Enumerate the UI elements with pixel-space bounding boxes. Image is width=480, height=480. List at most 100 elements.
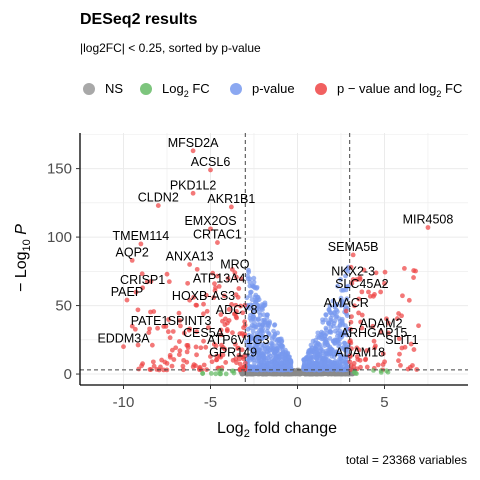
sig-point: [146, 330, 152, 335]
pvalue-point: [275, 345, 280, 351]
sig-point: [214, 273, 220, 279]
pvalue-point: [252, 360, 257, 366]
pvalue-point: [332, 302, 338, 308]
sig-point: [372, 345, 378, 351]
data-points: [121, 148, 431, 377]
sig-point: [139, 363, 144, 369]
pvalue-point: [283, 347, 288, 353]
pvalue-point: [341, 340, 347, 346]
sig-point: [167, 352, 173, 358]
labeled-point: [129, 257, 135, 263]
sig-point: [380, 351, 386, 357]
sig-point: [352, 303, 357, 309]
sig-point: [364, 348, 370, 353]
y-axis-label: − Log10 P: [13, 224, 33, 292]
sig-point: [214, 357, 220, 363]
pvalue-point: [320, 348, 326, 354]
sig-point: [220, 345, 226, 350]
sig-point: [147, 367, 153, 372]
pvalue-point: [326, 357, 331, 363]
gene-label: GPR149: [209, 345, 257, 359]
fc-point: [208, 371, 214, 376]
pvalue-point: [269, 336, 275, 341]
sig-point: [205, 325, 211, 330]
sig-point: [201, 311, 206, 317]
labeled-point: [124, 297, 130, 303]
labeled-point: [215, 240, 220, 245]
pvalue-point: [327, 346, 333, 352]
sig-point: [177, 318, 183, 323]
pvalue-point: [268, 362, 274, 368]
pvalue-point: [323, 337, 329, 343]
pvalue-point: [273, 360, 279, 366]
sig-point: [194, 352, 199, 358]
legend-label-0: NS: [105, 81, 123, 96]
gene-label: NKX2-3: [331, 265, 375, 279]
fc-point: [213, 371, 219, 377]
pvalue-point: [266, 351, 272, 357]
sig-point: [356, 347, 362, 353]
labeled-point: [216, 283, 222, 289]
labeled-point: [187, 326, 193, 332]
sig-point: [382, 269, 388, 275]
gene-label: PATE1: [131, 314, 169, 328]
sig-point: [162, 359, 168, 365]
sig-point: [178, 323, 183, 329]
sig-point: [225, 276, 231, 281]
pvalue-point: [262, 319, 268, 325]
pvalue-point: [250, 306, 256, 312]
labeled-point: [230, 357, 236, 363]
pvalue-point: [336, 343, 342, 349]
pvalue-point: [306, 354, 311, 360]
sig-point: [223, 360, 229, 365]
pvalue-point: [317, 352, 322, 358]
sig-point: [197, 364, 203, 370]
labeled-point: [425, 225, 431, 230]
sig-point: [148, 278, 154, 284]
sig-point: [184, 349, 190, 355]
x-tick-label: 0: [293, 394, 301, 411]
pvalue-point: [328, 310, 334, 316]
sig-point: [170, 329, 176, 334]
pvalue-point: [255, 355, 261, 361]
gene-label: CLDN2: [138, 191, 179, 205]
sig-point: [364, 364, 370, 370]
labeled-point: [350, 252, 356, 258]
labeled-point: [208, 226, 213, 232]
pvalue-point: [327, 303, 333, 309]
pvalue-point: [245, 273, 251, 279]
gene-label: AKR1B1: [207, 192, 255, 206]
labeled-point: [350, 277, 356, 282]
sig-point: [401, 266, 407, 271]
pvalue-point: [245, 345, 251, 351]
pvalue-point: [245, 326, 251, 332]
fc-point: [230, 368, 236, 374]
pvalue-point: [344, 332, 350, 338]
pvalue-point: [250, 329, 256, 334]
sig-point: [234, 309, 239, 314]
sig-point: [236, 286, 242, 291]
sig-point: [233, 302, 239, 308]
y-tick-label: 50: [55, 298, 72, 315]
sig-point: [238, 303, 244, 309]
labeled-point: [190, 148, 196, 154]
sig-point: [347, 359, 353, 365]
fc-point: [378, 369, 384, 375]
gene-label: CES5A: [183, 326, 225, 340]
pvalue-point: [284, 367, 290, 372]
sig-point: [148, 309, 153, 315]
fc-point: [223, 371, 229, 377]
sig-point: [207, 354, 213, 359]
sig-point: [354, 277, 360, 282]
sig-point: [347, 354, 353, 360]
gene-label: EDDM3A: [97, 332, 150, 346]
legend-key-3: [315, 83, 327, 95]
sig-point: [407, 364, 413, 370]
sig-point: [210, 270, 216, 276]
pvalue-point: [321, 355, 326, 361]
pvalue-point: [251, 279, 257, 285]
pvalue-point: [282, 356, 288, 362]
sig-point: [226, 306, 232, 312]
sig-point: [224, 328, 230, 334]
gene-label: ADAM18: [335, 345, 385, 359]
